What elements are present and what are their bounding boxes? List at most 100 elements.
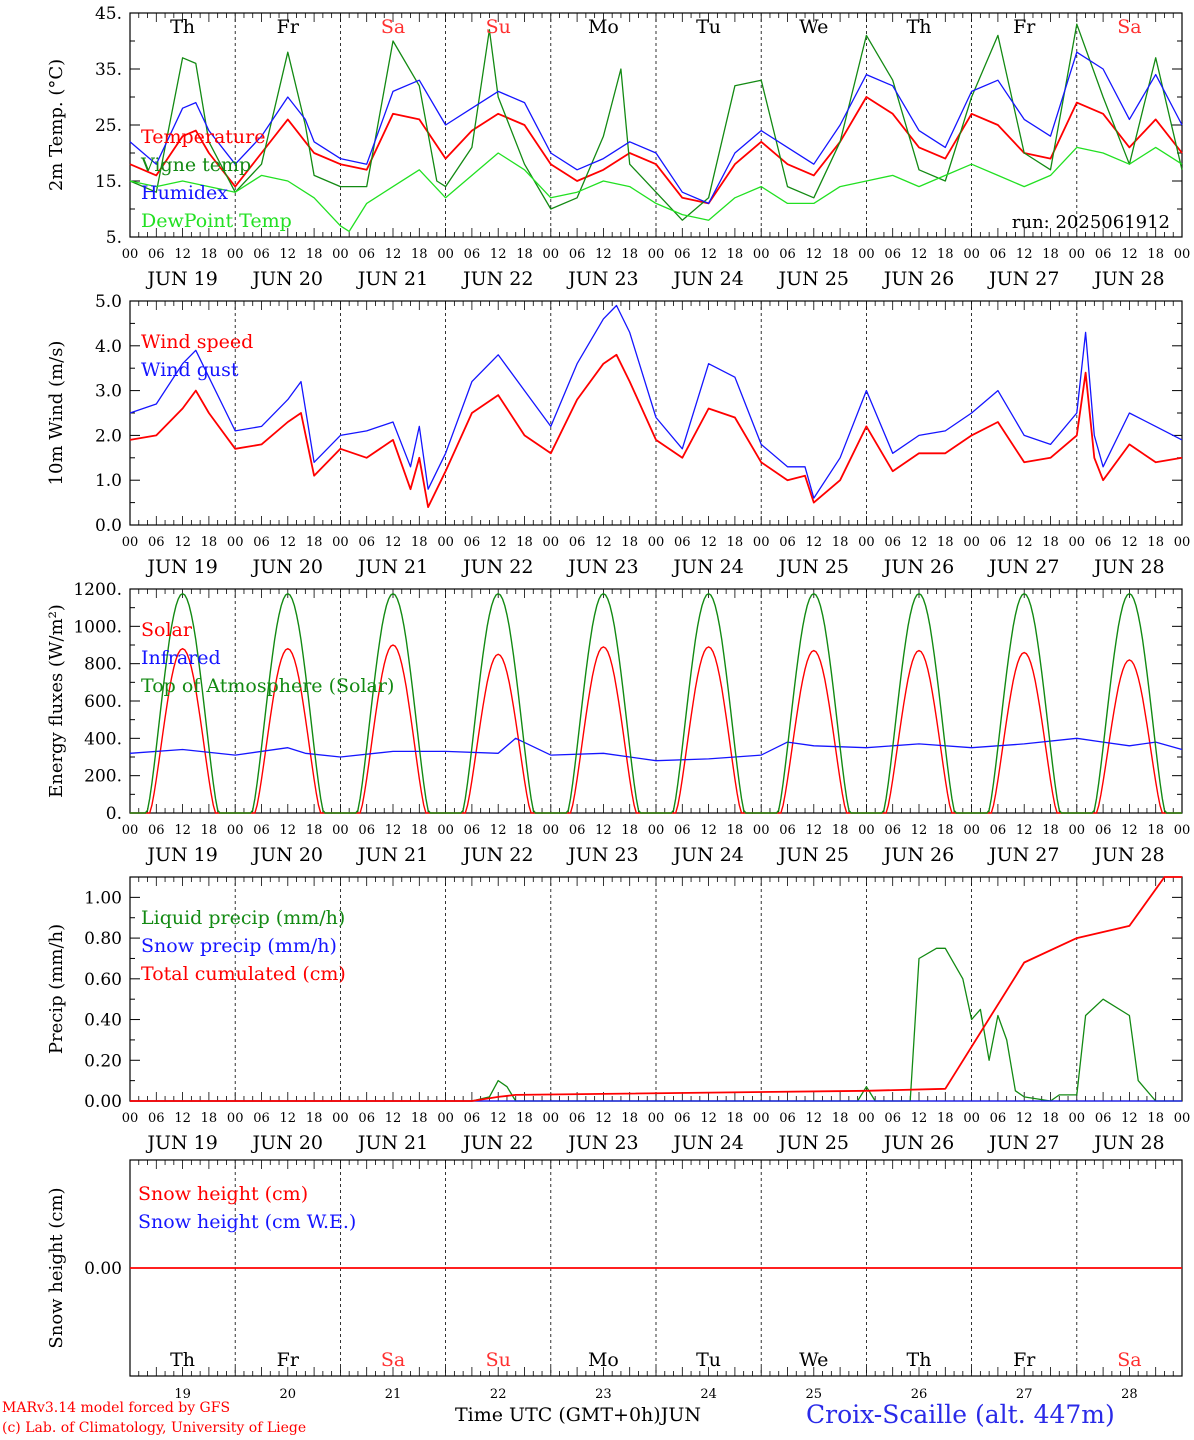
hour-tick-label: 00 (332, 247, 349, 262)
hour-tick-label: 06 (253, 535, 270, 550)
hour-tick-label: 18 (621, 1111, 638, 1126)
hour-tick-label: 00 (1069, 247, 1086, 262)
legend-temperature: Temperature (141, 126, 265, 148)
hour-tick-label: 00 (648, 247, 665, 262)
hour-tick-label: 00 (122, 823, 139, 838)
y-tick-label: 0.60 (84, 970, 122, 990)
hour-tick-label: 00 (122, 1111, 139, 1126)
hour-tick-label: 12 (385, 823, 402, 838)
hour-tick-label: 12 (174, 247, 191, 262)
day-date-label: JUN 25 (777, 844, 849, 866)
time-axis-label: Time UTC (GMT+0h) (455, 1404, 661, 1426)
y-tick-label: 200. (84, 767, 122, 787)
hour-tick-label: 12 (385, 247, 402, 262)
series-vigne-temp (129, 23, 1183, 221)
hour-tick-label: 06 (464, 535, 481, 550)
day-date-label: JUN 25 (777, 268, 849, 290)
day-date-label: JUN 20 (251, 556, 323, 578)
y-tick-label: 800. (84, 655, 122, 675)
hour-tick-label: 18 (411, 823, 428, 838)
series-top-of-atmosphere-solar (130, 592, 1182, 814)
day-abbr-bottom: We (799, 1349, 828, 1371)
hour-tick-label: 12 (700, 247, 717, 262)
day-date-label: JUN 26 (882, 268, 954, 290)
hour-tick-label: 00 (122, 247, 139, 262)
hour-tick-label: 12 (1121, 535, 1138, 550)
day-date-label: JUN 24 (671, 844, 743, 866)
hour-tick-label: 12 (385, 1111, 402, 1126)
hour-tick-label: 18 (1147, 247, 1164, 262)
hour-tick-label: 12 (806, 247, 823, 262)
hour-tick-label: 06 (569, 535, 586, 550)
hour-tick-label: 18 (201, 535, 218, 550)
hour-tick-label: 12 (595, 535, 612, 550)
hour-tick-label: 12 (911, 535, 928, 550)
hour-tick-label: 12 (806, 535, 823, 550)
hour-tick-label: 06 (464, 823, 481, 838)
y-tick-label: 25. (95, 116, 122, 136)
hour-tick-label: 00 (332, 535, 349, 550)
day-number: 19 (174, 1387, 191, 1402)
hour-tick-label: 12 (490, 1111, 507, 1126)
hour-tick-label: 06 (884, 823, 901, 838)
legend-snow-precip-mm-h: Snow precip (mm/h) (141, 935, 337, 957)
hour-tick-label: 18 (937, 535, 954, 550)
hour-tick-label: 12 (911, 1111, 928, 1126)
legend-snow-height-cm: Snow height (cm) (138, 1183, 308, 1205)
day-date-label: JUN 27 (987, 268, 1059, 290)
hour-tick-label: 00 (122, 535, 139, 550)
hour-tick-label: 12 (174, 823, 191, 838)
y-tick-label: 5. (106, 228, 122, 248)
hour-tick-label: 00 (1174, 247, 1191, 262)
day-date-label: JUN 22 (461, 556, 533, 578)
hour-tick-label: 00 (963, 1111, 980, 1126)
series-humidex (129, 51, 1183, 205)
hour-tick-label: 12 (1016, 823, 1033, 838)
hour-tick-label: 18 (832, 535, 849, 550)
day-date-label: JUN 26 (882, 844, 954, 866)
hour-tick-label: 00 (1174, 535, 1191, 550)
hour-tick-label: 00 (543, 247, 560, 262)
hour-tick-label: 12 (1016, 1111, 1033, 1126)
hour-tick-label: 06 (1095, 1111, 1112, 1126)
day-number: 25 (806, 1387, 823, 1402)
day-date-label: JUN 19 (145, 1132, 217, 1154)
y-axis-label: Snow height (cm) (46, 1187, 67, 1348)
hour-tick-label: 06 (779, 535, 796, 550)
day-date-label: JUN 28 (1092, 844, 1164, 866)
hour-tick-label: 00 (227, 1111, 244, 1126)
day-abbr-top: Sa (381, 16, 405, 38)
day-abbr-top: Sa (1117, 16, 1141, 38)
day-date-label: JUN 24 (671, 1132, 743, 1154)
hour-tick-label: 18 (306, 247, 323, 262)
hour-tick-label: 12 (280, 535, 297, 550)
legend-wind-speed: Wind speed (141, 331, 253, 353)
hour-tick-label: 00 (332, 1111, 349, 1126)
time-axis-title: Time UTC (GMT+0h)JUN (455, 1404, 701, 1426)
hour-tick-label: 12 (490, 823, 507, 838)
hour-tick-label: 06 (569, 823, 586, 838)
day-abbr-bottom: Sa (381, 1349, 405, 1371)
day-abbr-top: Th (907, 16, 932, 38)
hour-tick-label: 12 (1121, 247, 1138, 262)
day-number: 27 (1016, 1387, 1033, 1402)
y-tick-label: 45. (95, 4, 122, 24)
day-abbr-top: Fr (1013, 16, 1036, 38)
hour-tick-label: 00 (753, 535, 770, 550)
day-date-label: JUN 23 (566, 556, 638, 578)
hour-tick-label: 00 (227, 823, 244, 838)
legend-total-cumulated-cm: Total cumulated (cm) (141, 963, 346, 985)
hour-tick-label: 12 (911, 247, 928, 262)
hour-tick-label: 12 (1016, 535, 1033, 550)
hour-tick-label: 06 (253, 247, 270, 262)
hour-tick-label: 00 (1069, 823, 1086, 838)
hour-tick-label: 18 (411, 535, 428, 550)
hour-tick-label: 18 (727, 535, 744, 550)
y-axis-label: Precip (mm/h) (46, 924, 67, 1054)
y-tick-label: 1.0 (95, 471, 122, 491)
y-tick-label: 0.00 (84, 1092, 122, 1112)
hour-tick-label: 12 (595, 247, 612, 262)
day-date-label: JUN 20 (251, 1132, 323, 1154)
hour-tick-label: 00 (332, 823, 349, 838)
hour-tick-label: 00 (753, 823, 770, 838)
